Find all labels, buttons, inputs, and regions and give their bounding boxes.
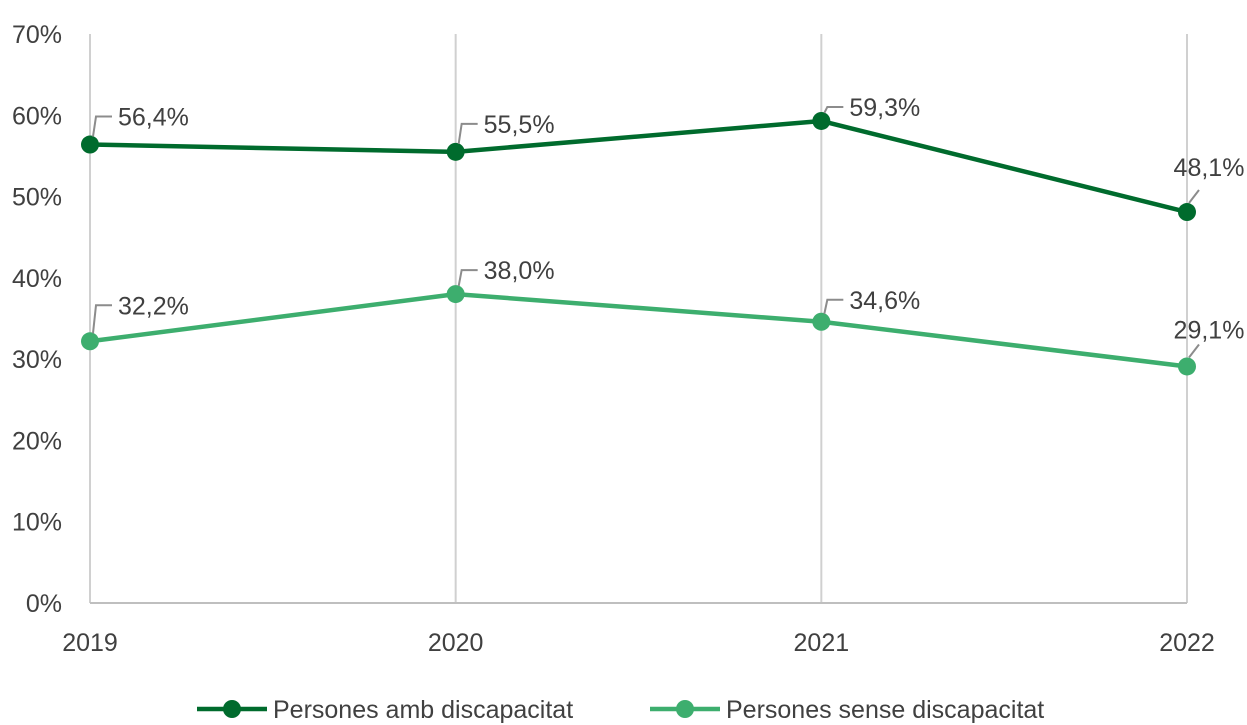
legend-label: Persones sense discapacitat [726, 696, 1044, 724]
data-point [446, 142, 465, 161]
data-label: 56,4% [118, 104, 189, 132]
leader-line [1188, 189, 1200, 204]
data-label: 48,1% [1174, 154, 1245, 182]
y-tick-label: 70% [12, 21, 62, 49]
data-point [1178, 357, 1196, 376]
y-tick-label: 40% [12, 265, 62, 293]
legend-item: Persones sense discapacitat [650, 696, 1044, 724]
series-group: 56,4% 55,5% 59,3% 48,1% 32,2% 38,0% 34,6% 29,1% [81, 94, 1245, 376]
legend-marker [676, 700, 694, 718]
y-tick-label: 0% [26, 590, 62, 618]
data-label: 29,1% [1174, 316, 1245, 344]
y-tick-label: 10% [12, 509, 62, 537]
legend-item: Persones amb discapacitat [197, 696, 573, 724]
data-label: 55,5% [484, 111, 555, 139]
data-label: 34,6% [849, 287, 920, 315]
data-label: 32,2% [118, 292, 189, 320]
y-tick-label: 50% [12, 184, 62, 212]
series-sense-discapacitat: 32,2% 38,0% 34,6% 29,1% [81, 257, 1245, 376]
leader-line [457, 269, 478, 287]
data-label: 59,3% [849, 94, 920, 122]
x-tick-label: 2020 [428, 629, 484, 657]
leader-line [92, 115, 112, 137]
data-label: 38,0% [484, 257, 555, 285]
leader-line [457, 122, 478, 145]
y-tick-label: 30% [12, 346, 62, 374]
leader-line [1188, 343, 1200, 359]
x-tick-label: 2022 [1159, 629, 1215, 657]
data-point [812, 312, 831, 331]
x-tick-label: 2021 [794, 629, 850, 657]
series-amb-discapacitat: 56,4% 55,5% 59,3% 48,1% [81, 94, 1245, 222]
x-tick-label: 2019 [62, 629, 118, 657]
data-point [812, 111, 831, 130]
leader-line [823, 105, 844, 114]
data-point [1178, 203, 1196, 222]
data-point [81, 332, 99, 351]
legend-label: Persones amb discapacitat [273, 696, 573, 724]
y-tick-label: 20% [12, 427, 62, 455]
y-tick-label: 60% [12, 102, 62, 130]
legend-marker [223, 700, 241, 718]
leader-line [823, 298, 844, 314]
legend: Persones amb discapacitat Persones sense … [197, 696, 1044, 724]
leader-line [92, 304, 112, 334]
series-line [89, 291, 1188, 369]
data-point [81, 135, 99, 154]
series-line [89, 118, 1188, 215]
data-point [446, 285, 465, 304]
axes: 0% 10% 20% 30% 40% 50% 60% 70% 2019 2020 2021 2022 [12, 21, 1215, 657]
